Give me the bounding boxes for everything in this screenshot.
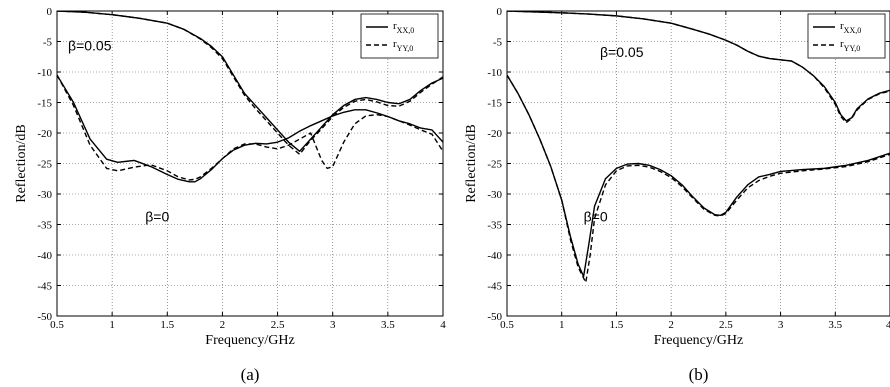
panel-1-ytick-label-3: -15	[37, 98, 52, 110]
panel-1-ytick-label-7: -35	[37, 220, 52, 232]
panel-2-xtick-label-6: 3.5	[828, 319, 842, 331]
panel-2-ytick-label-1: -5	[493, 37, 503, 49]
panel-1-ytick-label-4: -20	[37, 128, 52, 140]
panel-1-y-axis-label: Reflection/dB	[14, 124, 29, 203]
panel-1-annotation-1: β=0.05	[68, 38, 112, 54]
panel-2-ytick-label-0: 0	[497, 6, 503, 18]
panel-2: 0.5 1 1.5 2 2.5 3 3.5 4 0 -5 -10 -15 -20 -25 -30 -35 -40…	[464, 6, 890, 384]
panel-2-ytick-label-3: -15	[487, 98, 502, 110]
panel-1-ytick-label-1: -5	[43, 37, 53, 49]
panel-1-panel-label: (a)	[241, 365, 260, 384]
panel-2-legend-box	[807, 13, 886, 59]
panel-2-panel-label: (b)	[689, 365, 709, 384]
panel-1-series-3-line	[57, 74, 443, 183]
panel-2-xtick-label-3: 2	[668, 319, 674, 331]
panel-2-series-1-line	[507, 11, 890, 122]
panel-2-xtick-label-1: 1	[559, 319, 565, 331]
panel-1-xtick-label-4: 2.5	[271, 319, 285, 331]
panel-2-ytick-label-6: -30	[487, 189, 502, 201]
panel-2-annotation-2: β=0	[584, 208, 608, 224]
panel-1-xtick-label-2: 1.5	[160, 319, 174, 331]
panel-1-xtick-label-5: 3	[330, 319, 336, 331]
panel-2-xtick-label-0: 0.5	[500, 319, 514, 331]
panel-1-ytick-label-10: -50	[37, 311, 52, 323]
panel-2-y-axis-label: Reflection/dB	[464, 124, 479, 203]
panel-1-ytick-label-0: 0	[47, 6, 53, 18]
panel-1-ytick-label-6: -30	[37, 189, 52, 201]
panel-2-series-2-line	[507, 11, 890, 124]
panel-2-ytick-label-9: -45	[487, 281, 502, 293]
panel-2-ytick-label-10: -50	[487, 311, 502, 323]
panel-1-xtick-label-7: 4	[440, 319, 446, 331]
panel-2-ytick-label-7: -35	[487, 220, 502, 232]
panel-1-xtick-label-1: 1	[109, 319, 115, 331]
panel-2-series-3-line	[507, 74, 890, 278]
panel-1-xtick-label-6: 3.5	[381, 319, 395, 331]
panel-2-ytick-label-2: -10	[487, 67, 502, 79]
panel-1-xtick-label-0: 0.5	[50, 319, 64, 331]
panel-2-ytick-label-8: -40	[487, 250, 502, 262]
panel-1: 0.5 1 1.5 2 2.5 3 3.5 4 0 -5 -10 -15 -20 -25 -30 -35 -40…	[14, 6, 446, 384]
panel-1-annotation-2: β=0	[145, 208, 169, 224]
panel-1-ytick-label-5: -25	[37, 159, 52, 171]
panel-1-ytick-label-2: -10	[37, 67, 52, 79]
panel-1-x-axis-label: Frequency/GHz	[205, 333, 294, 348]
panel-2-xtick-label-5: 3	[778, 319, 784, 331]
panel-2-xtick-label-2: 1.5	[610, 319, 624, 331]
panel-1-xtick-label-3: 2	[220, 319, 226, 331]
panel-2-xtick-label-4: 2.5	[719, 319, 733, 331]
panel-2-series-4-line	[507, 74, 890, 284]
panel-2-x-axis-label: Frequency/GHz	[654, 333, 743, 348]
panel-1-series-2-line	[57, 11, 443, 156]
panel-1-ytick-label-9: -45	[37, 281, 52, 293]
panel-1-series-4-line	[57, 74, 443, 181]
panel-2-xtick-label-7: 4	[886, 319, 890, 331]
panel-1-ytick-label-8: -40	[37, 250, 52, 262]
panel-2-annotation-1: β=0.05	[600, 44, 644, 60]
panel-2-ytick-label-5: -25	[487, 159, 502, 171]
panel-1-legend-box	[360, 13, 439, 59]
panel-2-ytick-label-4: -20	[487, 128, 502, 140]
